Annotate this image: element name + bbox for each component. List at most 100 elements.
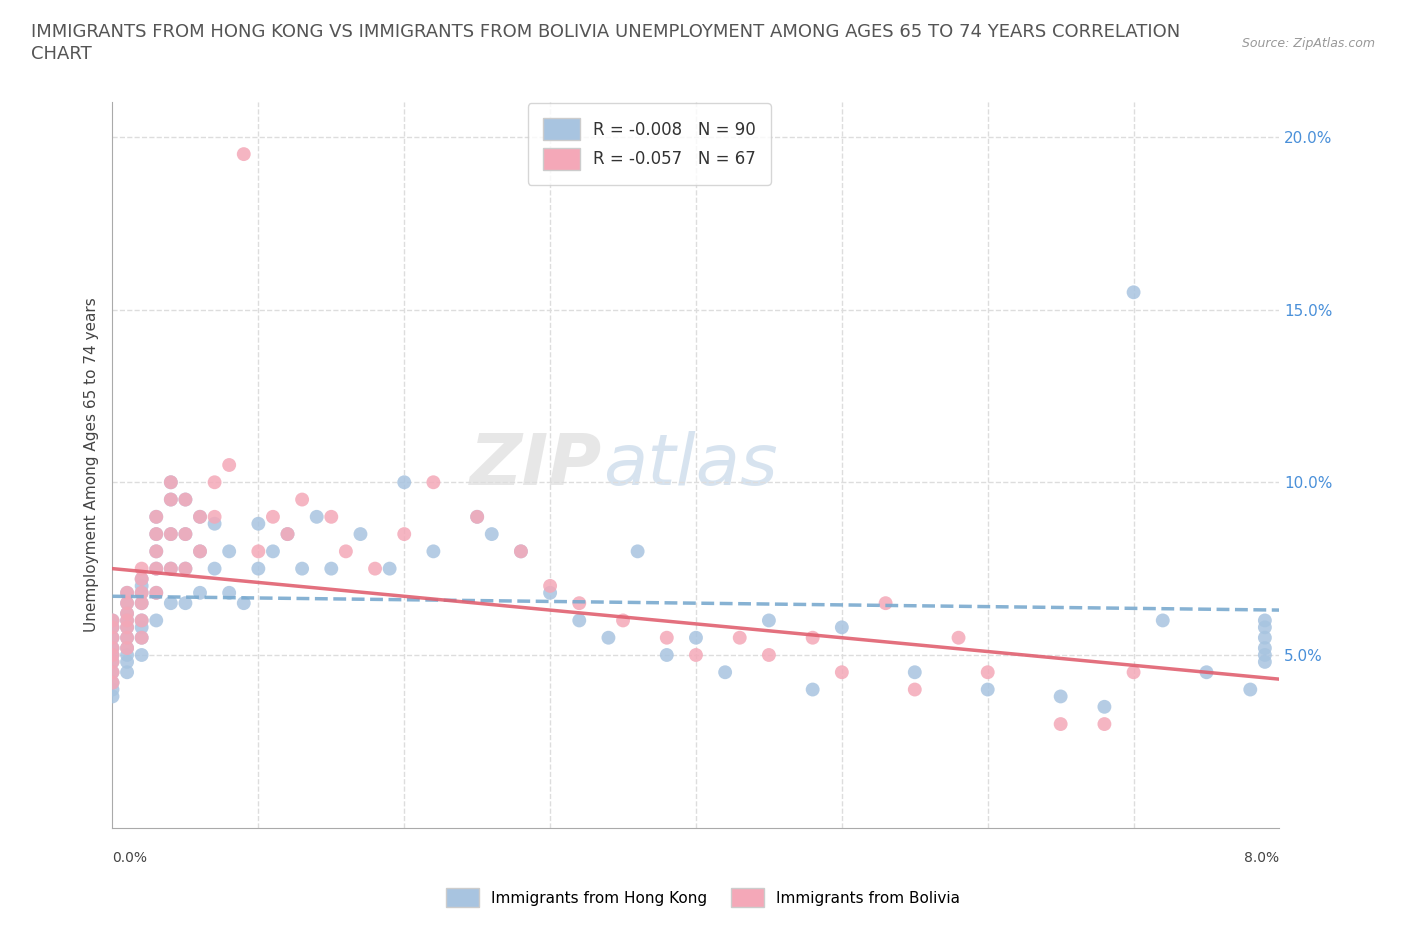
Point bbox=[538, 585, 561, 600]
Point bbox=[115, 606, 138, 621]
Point bbox=[1254, 620, 1277, 635]
Point bbox=[465, 510, 488, 525]
Point bbox=[232, 596, 254, 611]
Point bbox=[875, 596, 897, 611]
Point bbox=[115, 641, 138, 656]
Point bbox=[145, 613, 167, 628]
Point bbox=[218, 585, 240, 600]
Point bbox=[758, 647, 780, 662]
Point bbox=[101, 665, 124, 680]
Point bbox=[131, 596, 153, 611]
Point bbox=[758, 613, 780, 628]
Point bbox=[1094, 717, 1116, 732]
Point bbox=[115, 585, 138, 600]
Point bbox=[204, 516, 226, 531]
Point bbox=[101, 675, 124, 690]
Point bbox=[509, 544, 531, 559]
Point bbox=[904, 682, 927, 697]
Text: ZIP: ZIP bbox=[471, 431, 603, 499]
Point bbox=[801, 682, 824, 697]
Point bbox=[160, 596, 183, 611]
Point bbox=[1122, 285, 1144, 299]
Point bbox=[1254, 647, 1277, 662]
Point bbox=[976, 665, 998, 680]
Legend: R = -0.008   N = 90, R = -0.057   N = 67: R = -0.008 N = 90, R = -0.057 N = 67 bbox=[527, 103, 770, 184]
Point bbox=[131, 572, 153, 587]
Point bbox=[101, 682, 124, 697]
Point bbox=[262, 510, 284, 525]
Point bbox=[321, 510, 343, 525]
Point bbox=[612, 613, 634, 628]
Point bbox=[174, 561, 197, 576]
Point bbox=[655, 631, 678, 645]
Point bbox=[568, 596, 591, 611]
Point bbox=[131, 585, 153, 600]
Point bbox=[145, 526, 167, 541]
Point bbox=[174, 561, 197, 576]
Point bbox=[232, 147, 254, 162]
Point bbox=[160, 475, 183, 490]
Point bbox=[160, 475, 183, 490]
Point bbox=[101, 641, 124, 656]
Point bbox=[465, 510, 488, 525]
Point bbox=[378, 561, 401, 576]
Point bbox=[1254, 631, 1277, 645]
Point bbox=[101, 620, 124, 635]
Point bbox=[481, 526, 503, 541]
Point bbox=[728, 631, 751, 645]
Point bbox=[160, 492, 183, 507]
Point bbox=[218, 544, 240, 559]
Point bbox=[115, 631, 138, 645]
Point bbox=[101, 665, 124, 680]
Point bbox=[948, 631, 970, 645]
Point bbox=[131, 613, 153, 628]
Text: Source: ZipAtlas.com: Source: ZipAtlas.com bbox=[1241, 37, 1375, 50]
Point bbox=[145, 544, 167, 559]
Point bbox=[1254, 641, 1277, 656]
Point bbox=[1239, 682, 1261, 697]
Point bbox=[131, 647, 153, 662]
Point bbox=[1094, 699, 1116, 714]
Point bbox=[131, 572, 153, 587]
Point bbox=[247, 544, 270, 559]
Point bbox=[204, 561, 226, 576]
Text: CHART: CHART bbox=[31, 45, 91, 62]
Point bbox=[714, 665, 737, 680]
Point bbox=[160, 526, 183, 541]
Text: 0.0%: 0.0% bbox=[112, 851, 148, 865]
Point bbox=[115, 641, 138, 656]
Point bbox=[976, 682, 998, 697]
Point bbox=[1049, 717, 1071, 732]
Point bbox=[276, 526, 298, 541]
Point bbox=[204, 475, 226, 490]
Point bbox=[101, 641, 124, 656]
Point bbox=[685, 647, 707, 662]
Point bbox=[218, 458, 240, 472]
Point bbox=[392, 526, 416, 541]
Point bbox=[538, 578, 561, 593]
Point bbox=[422, 544, 444, 559]
Point bbox=[174, 526, 197, 541]
Point bbox=[145, 561, 167, 576]
Point bbox=[160, 561, 183, 576]
Point bbox=[101, 620, 124, 635]
Point bbox=[247, 561, 270, 576]
Point bbox=[145, 510, 167, 525]
Point bbox=[160, 561, 183, 576]
Point bbox=[115, 620, 138, 635]
Text: atlas: atlas bbox=[603, 431, 778, 499]
Point bbox=[655, 647, 678, 662]
Point bbox=[262, 544, 284, 559]
Point bbox=[131, 578, 153, 593]
Point bbox=[1049, 689, 1071, 704]
Point bbox=[145, 585, 167, 600]
Point bbox=[101, 689, 124, 704]
Point bbox=[598, 631, 620, 645]
Point bbox=[115, 665, 138, 680]
Point bbox=[1122, 665, 1144, 680]
Point bbox=[509, 544, 531, 559]
Point bbox=[305, 510, 328, 525]
Point bbox=[188, 544, 211, 559]
Point bbox=[101, 613, 124, 628]
Point bbox=[145, 510, 167, 525]
